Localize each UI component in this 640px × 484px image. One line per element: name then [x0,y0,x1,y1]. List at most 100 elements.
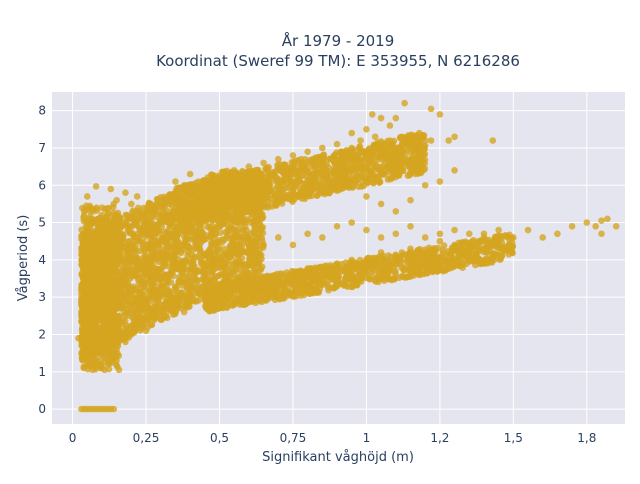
scatter-point [78,227,85,234]
scatter-point [181,259,188,266]
scatter-point [183,183,190,190]
scatter-point [372,163,379,170]
scatter-point [174,224,181,231]
scatter-point [124,216,131,223]
scatter-point [179,247,186,254]
scatter-point [182,223,189,230]
scatter-point [203,232,210,239]
scatter-point [358,163,365,170]
scatter-point [85,340,92,347]
scatter-point [192,270,199,277]
scatter-point [109,284,116,291]
scatter-point [180,196,187,203]
scatter-point [173,261,180,268]
scatter-point [145,307,152,314]
scatter-point [235,187,242,194]
scatter-point [200,265,207,272]
scatter-point [151,275,158,282]
scatter-point [391,169,398,176]
scatter-point [130,284,137,291]
scatter-point [298,156,305,163]
scatter-point [184,284,191,291]
scatter-point [246,216,253,223]
scatter-point [251,230,258,237]
scatter-point [263,188,270,195]
scatter-point [104,347,111,354]
scatter-point [413,157,420,164]
scatter-point [218,181,225,188]
scatter-point [183,190,190,197]
scatter-point [209,193,216,200]
scatter-point [257,228,264,235]
scatter-point [81,239,88,246]
scatter-point [245,262,252,269]
scatter-point [125,289,132,296]
scatter-point [148,232,155,239]
scatter-point [245,269,252,276]
scatter-point [149,204,156,211]
scatter-point [127,266,134,273]
scatter-point [252,255,259,262]
scatter-point [145,272,152,279]
scatter-point [236,258,243,265]
scatter-point [242,223,249,230]
scatter-point [127,224,134,231]
scatter-point [139,305,146,312]
scatter-point [150,221,157,228]
scatter-point [200,275,207,282]
scatter-point [407,170,414,177]
scatter-point [172,283,179,290]
scatter-point [161,293,168,300]
scatter-point [164,279,171,286]
scatter-point [122,303,129,310]
scatter-point [114,268,121,275]
scatter-point [309,182,316,189]
scatter-point [279,178,286,185]
scatter-point [116,256,123,263]
scatter-point [159,288,166,295]
scatter-point [207,216,214,223]
scatter-point [389,151,396,158]
scatter-point [195,190,202,197]
scatter-point [108,232,115,239]
scatter-point [289,193,296,200]
scatter-point [80,264,87,271]
scatter-point [116,319,123,326]
scatter-point [111,304,118,311]
scatter-point [196,297,203,304]
scatter-point [159,264,166,271]
scatter-point [156,237,163,244]
scatter-point [136,289,143,296]
scatter-point [172,188,179,195]
scatter-point [253,167,260,174]
scatter-point [105,265,112,272]
scatter-point [172,309,179,316]
scatter-point [378,138,385,145]
scatter-point [221,200,228,207]
scatter-point [203,189,210,196]
scatter-point [90,290,97,297]
scatter-point [94,334,101,341]
scatter-point [181,229,188,236]
scatter-point [193,215,200,222]
scatter-point [222,262,229,269]
scatter-point [200,252,207,259]
scatter-point [276,190,283,197]
scatter-point [245,235,252,242]
scatter-point [88,245,95,252]
scatter-point [102,299,109,306]
scatter-point [161,204,168,211]
scatter-point [132,294,139,301]
scatter-point [158,276,165,283]
scatter-point [137,266,144,273]
scatter-point [104,333,111,340]
scatter-point [298,180,305,187]
scatter-point [201,204,208,211]
scatter-point [154,227,161,234]
scatter-point [142,287,149,294]
scatter-point [113,339,120,346]
scatter-point [237,242,244,249]
scatter-point [91,255,98,262]
